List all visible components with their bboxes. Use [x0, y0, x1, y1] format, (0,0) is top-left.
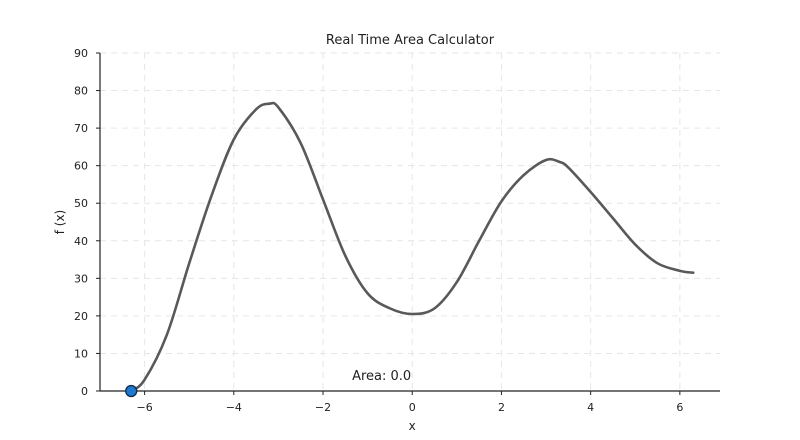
x-tick-label: −4 [226, 401, 242, 414]
axes [99, 53, 720, 392]
x-tick-label: −2 [315, 401, 331, 414]
position-marker[interactable] [125, 384, 138, 398]
chart-title: Real Time Area Calculator [326, 33, 495, 48]
y-tick-label: 60 [74, 160, 88, 173]
y-axis-label: f (x) [53, 210, 67, 235]
y-tick-label: 50 [74, 197, 88, 210]
x-tick-label: 4 [587, 401, 594, 414]
x-tick-label: 6 [676, 401, 683, 414]
y-tick-label: 40 [74, 235, 88, 248]
y-tick-label: 70 [74, 122, 88, 135]
x-tick-label: −6 [136, 401, 152, 414]
x-axis-label: x [409, 419, 416, 433]
area-readout: Area: 0.0 [352, 369, 411, 384]
y-tick-label: 90 [74, 47, 88, 60]
series-line [129, 101, 695, 393]
y-tick-label: 20 [74, 310, 88, 323]
y-tick-label: 10 [74, 347, 88, 360]
x-tick-label: 0 [409, 401, 416, 414]
y-tick-label: 80 [74, 85, 88, 98]
x-tick-label: 2 [498, 401, 505, 414]
grid [100, 52, 720, 392]
y-tick-label: 30 [74, 272, 88, 285]
y-tick-label: 0 [81, 385, 88, 398]
